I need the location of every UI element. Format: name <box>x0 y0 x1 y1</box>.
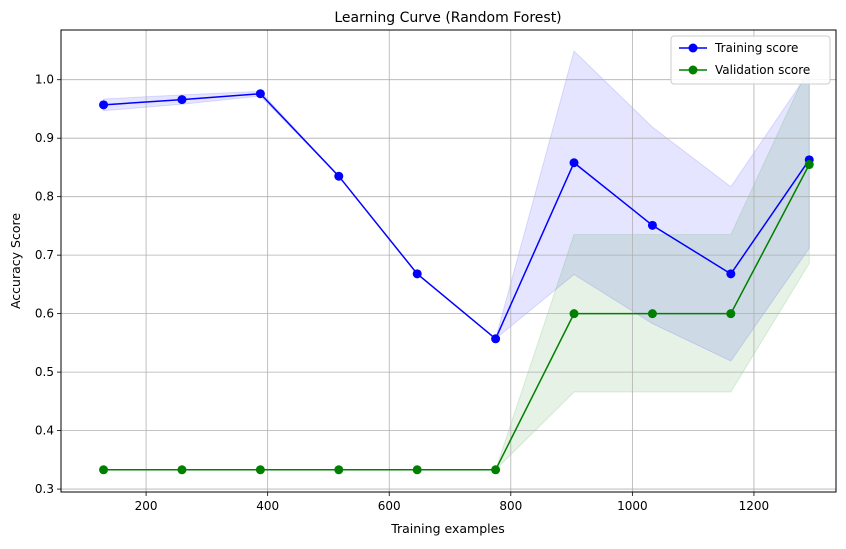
confidence-band-1 <box>103 65 810 471</box>
plot-frame <box>60 29 837 493</box>
x-axis-ticks: 200 400 600 800 1000 1200 <box>135 492 770 513</box>
data-point <box>99 465 109 475</box>
y-tick-label: 0.6 <box>35 307 54 321</box>
grid-lines <box>61 30 836 492</box>
x-tick-label: 600 <box>378 499 401 513</box>
data-point <box>412 269 422 279</box>
x-tick-label: 800 <box>499 499 522 513</box>
data-point <box>99 100 109 110</box>
y-tick-label: 0.9 <box>35 131 54 145</box>
x-tick-label: 1200 <box>739 499 770 513</box>
data-point <box>255 465 265 475</box>
data-point <box>177 95 187 105</box>
y-tick-label: 0.8 <box>35 190 54 204</box>
data-point <box>726 269 736 279</box>
data-point <box>804 160 814 170</box>
data-point <box>412 465 422 475</box>
series-line-0 <box>103 92 810 340</box>
y-tick-label: 0.3 <box>35 482 54 496</box>
confidence-bands <box>103 50 810 471</box>
legend-label: Training score <box>714 41 798 55</box>
data-point <box>647 309 657 319</box>
y-axis-ticks: 0.3 0.4 0.5 0.6 0.7 0.8 0.9 1.0 <box>35 73 61 496</box>
data-point <box>726 309 736 319</box>
y-tick-label: 0.5 <box>35 365 54 379</box>
y-tick-label: 0.7 <box>35 248 54 262</box>
y-axis-label: Accuracy Score <box>8 213 23 309</box>
data-point <box>569 158 579 168</box>
legend-marker <box>688 65 698 75</box>
x-tick-label: 200 <box>135 499 158 513</box>
y-tick-label: 0.4 <box>35 424 54 438</box>
x-axis-label: Training examples <box>390 521 505 536</box>
legend-box <box>670 35 831 85</box>
data-point <box>255 89 265 99</box>
data-point <box>334 465 344 475</box>
series-line-1 <box>103 164 810 471</box>
legend: Training score Validation score <box>670 35 831 85</box>
chart-title: Learning Curve (Random Forest) <box>334 10 561 26</box>
data-point <box>491 465 501 475</box>
legend-marker <box>688 43 698 53</box>
legend-label: Validation score <box>715 63 810 77</box>
x-tick-label: 1000 <box>617 499 648 513</box>
data-point <box>647 220 657 230</box>
data-point <box>177 465 187 475</box>
y-tick-label: 1.0 <box>35 73 54 87</box>
data-point <box>491 334 501 344</box>
data-point <box>569 309 579 319</box>
data-point <box>334 171 344 181</box>
series-lines <box>99 89 814 475</box>
x-tick-label: 400 <box>256 499 279 513</box>
